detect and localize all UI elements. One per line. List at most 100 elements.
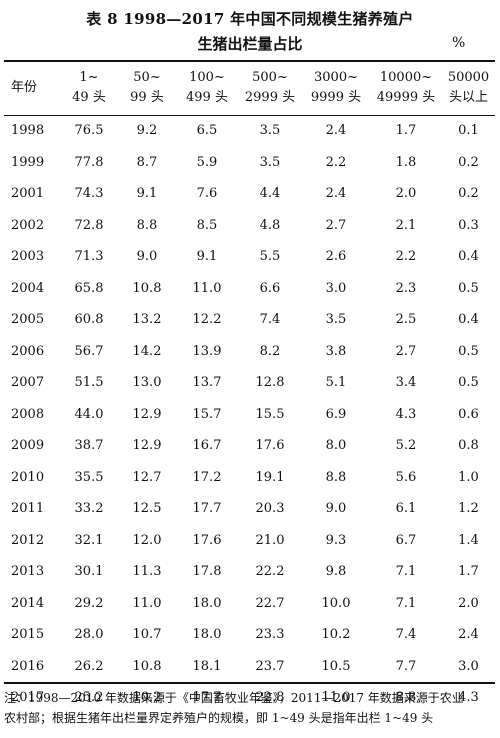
table-row: 2009 38.7 12.9 16.7 17.6 8.0 5.2 0.8 [4,430,495,462]
value-cell: 8.2 [259,343,281,359]
value-cell: 0.5 [458,375,479,391]
table-row: 2013 30.1 11.3 17.8 22.2 9.8 7.1 1.7 [4,556,495,588]
value-cell: 2.0 [458,595,479,611]
year-cell: 2012 [11,532,45,548]
column-header-line-2: 2999 头 [244,90,296,105]
value-cell: 0.2 [458,154,479,170]
year-cell: 2005 [11,312,45,328]
value-cell: 9.0 [325,501,347,517]
column-header-line-2: 99 头 [130,90,164,105]
value-cell: 8.8 [395,690,417,706]
table-row: 2008 44.0 12.9 15.7 15.5 6.9 4.3 0.6 [4,399,495,431]
value-cell: 29.2 [74,595,104,611]
value-cell: 2.3 [395,280,417,296]
column-header: 100~ 499 头 [176,61,238,115]
value-cell: 10.2 [132,690,162,706]
footnote: 注：1998—2010 年数据来源于《中国畜牧业年鉴》，2011—2017 年数… [4,688,496,728]
value-cell: 0.1 [458,123,479,139]
value-cell: 0.3 [458,217,479,233]
year-cell: 2006 [11,343,45,359]
value-cell: 2.4 [325,186,347,202]
value-cell: 1.8 [395,154,417,170]
value-cell: 2.4 [325,123,347,139]
value-cell: 4.3 [458,690,479,706]
table-row: 2007 51.5 13.0 13.7 12.8 5.1 3.4 0.5 [4,367,495,399]
value-cell: 15.7 [192,406,222,422]
value-cell: 7.7 [395,658,417,674]
value-cell: 0.5 [458,280,479,296]
value-cell: 21.0 [255,532,285,548]
value-cell: 15.5 [255,406,285,422]
header-rule [4,115,495,116]
value-cell: 6.5 [196,123,218,139]
value-cell: 1.7 [395,123,417,139]
value-cell: 11.0 [132,595,162,611]
value-cell: 11.0 [321,690,351,706]
column-header-line-1: 100~ [189,70,225,85]
column-header: 3000~ 9999 头 [302,61,370,115]
value-cell: 8.8 [136,217,158,233]
value-cell: 71.3 [74,249,104,265]
column-header: 50~ 99 头 [118,61,176,115]
value-cell: 7.1 [395,595,417,611]
value-cell: 6.1 [395,501,417,517]
value-cell: 12.9 [132,438,162,454]
value-cell: 30.1 [74,564,104,580]
value-cell: 0.2 [458,186,479,202]
column-header: 10000~ 49999 头 [370,61,442,115]
table-row: 2016 26.2 10.8 18.1 23.7 10.5 7.7 3.0 [4,651,495,683]
value-cell: 0.8 [458,438,479,454]
value-cell: 3.5 [259,123,281,139]
value-cell: 2.2 [395,249,417,265]
value-cell: 5.1 [325,375,347,391]
value-cell: 13.7 [192,375,222,391]
value-cell: 56.7 [74,343,104,359]
value-cell: 2.1 [395,217,417,233]
value-cell: 9.0 [136,249,158,265]
year-cell: 2014 [11,595,45,611]
value-cell: 18.0 [192,627,222,643]
value-cell: 65.8 [74,280,104,296]
column-header: 50000 头以上 [442,61,495,115]
bottom-rule [4,682,495,684]
value-cell: 10.7 [132,627,162,643]
value-cell: 12.7 [132,469,162,485]
column-header-line-1: 50000 [447,70,490,85]
table-row: 1998 76.5 9.2 6.5 3.5 2.4 1.7 0.1 [4,115,495,147]
value-cell: 10.8 [132,280,162,296]
column-header-line-2: 9999 头 [310,90,362,105]
value-cell: 1.4 [458,532,479,548]
value-cell: 60.8 [74,312,104,328]
value-cell: 6.7 [395,532,417,548]
year-cell: 2011 [11,501,45,517]
column-header-line-2: 头以上 [448,90,488,105]
year-cell: 2015 [11,627,45,643]
value-cell: 26.2 [74,658,104,674]
year-cell: 2004 [11,280,45,296]
value-cell: 5.9 [196,154,218,170]
table-subtitle: 生猪出栏量占比 [197,35,303,53]
value-cell: 6.6 [259,280,281,296]
value-cell: 38.7 [74,438,104,454]
year-cell: 2002 [11,217,45,233]
value-cell: 18.1 [192,658,222,674]
table-row: 2012 32.1 12.0 17.6 21.0 9.3 6.7 1.4 [4,525,495,557]
value-cell: 20.3 [255,501,285,517]
value-cell: 3.8 [325,343,347,359]
value-cell: 13.9 [192,343,222,359]
value-cell: 2.2 [325,154,347,170]
value-cell: 23.7 [255,658,285,674]
year-cell: 2007 [11,375,45,391]
value-cell: 5.2 [395,438,417,454]
value-cell: 8.7 [136,154,158,170]
column-header-line-1: 500~ [252,70,288,85]
value-cell: 8.8 [325,469,347,485]
year-cell: 2001 [11,186,45,202]
value-cell: 17.6 [192,532,222,548]
value-cell: 2.7 [395,343,417,359]
column-header-line-1: 50~ [133,70,161,85]
year-cell: 2009 [11,438,45,454]
table-title: 表 8 1998—2017 年中国不同规模生猪养殖户 [86,10,414,28]
table-row: 1999 77.8 8.7 5.9 3.5 2.2 1.8 0.2 [4,147,495,179]
